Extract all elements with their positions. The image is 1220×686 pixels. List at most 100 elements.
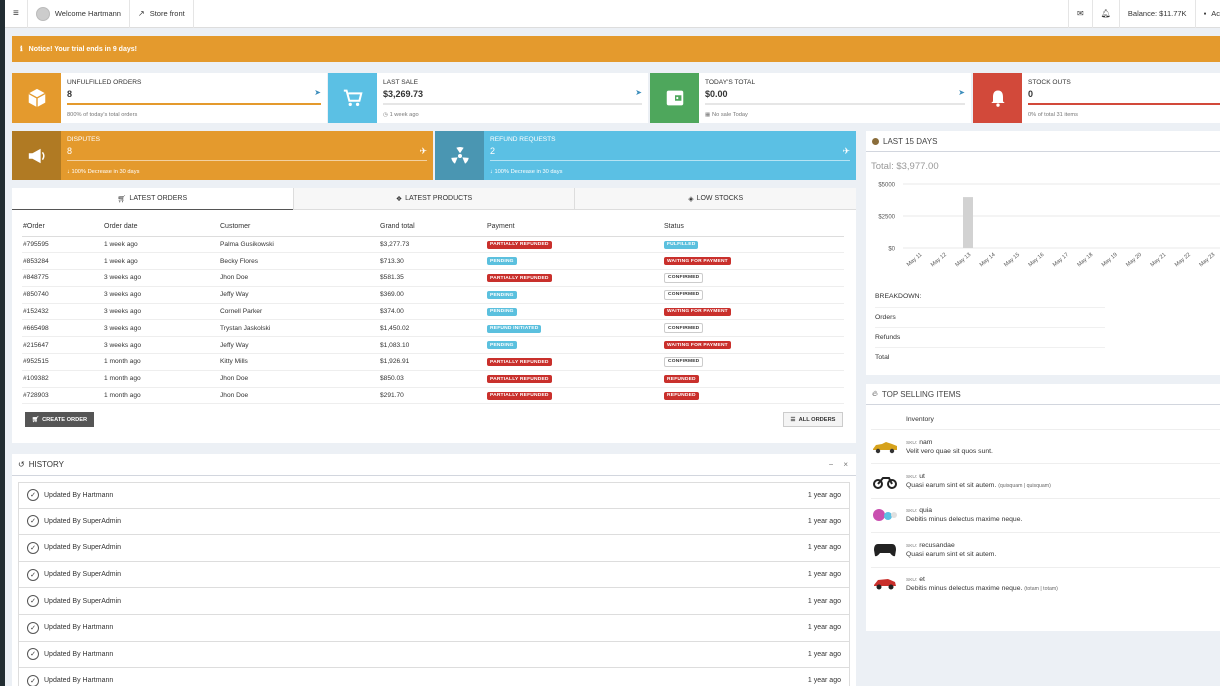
table-row[interactable]: #152432 3 weeks ago Cornell Parker $374.00 P… bbox=[22, 303, 844, 321]
collapse-icon[interactable]: − bbox=[828, 460, 834, 469]
notifications-button[interactable]: 🔔︎ bbox=[1091, 0, 1119, 28]
user-menu[interactable]: Welcome Hartmann bbox=[28, 0, 130, 28]
history-item: ✓ Updated By Hartmann 1 year ago bbox=[18, 482, 850, 509]
close-icon[interactable]: × bbox=[843, 460, 848, 469]
kpi-sub: 0% of total 31 items bbox=[1028, 112, 1078, 118]
trial-notice: ℹ Notice! Your trial ends in 9 days! bbox=[12, 36, 1220, 62]
payment-cell: PARTIALLY REFUNDED bbox=[486, 370, 663, 388]
tab-latest-products[interactable]: ❖ LATEST PRODUCTS bbox=[292, 188, 575, 209]
history-text: Updated By Hartmann bbox=[44, 491, 114, 499]
status-badge: CONFIRMED bbox=[664, 289, 704, 300]
list-icon: ☰ bbox=[790, 416, 796, 423]
bell-icon bbox=[990, 90, 1005, 107]
table-row[interactable]: #728903 1 month ago Jhon Doe $291.70 PARTIAL… bbox=[22, 387, 844, 405]
history-icon: ↺ bbox=[18, 460, 25, 469]
table-row[interactable]: #952515 1 month ago Kitty Mills $1,926.91 PA… bbox=[22, 353, 844, 371]
tab-latest-orders[interactable]: 🛒︎ LATEST ORDERS bbox=[12, 188, 293, 210]
order-date: 1 month ago bbox=[103, 370, 219, 388]
order-id[interactable]: #850740 bbox=[22, 286, 103, 304]
kpi-icon-box bbox=[973, 73, 1022, 123]
send-icon[interactable]: ➤ bbox=[958, 88, 965, 97]
messages-button[interactable]: ✉ bbox=[1068, 0, 1092, 28]
table-row[interactable]: #109382 1 month ago Jhon Doe $850.03 PARTIAL… bbox=[22, 370, 844, 388]
item-extra: (quisquam | quisquam) bbox=[998, 482, 1051, 489]
breakdown-title: BREAKDOWN: bbox=[875, 293, 922, 300]
customer-name: Trystan Jaskolski bbox=[219, 319, 379, 338]
refund-requests-box[interactable]: REFUND REQUESTS 2 ↓ 100% Decrease in 30 … bbox=[435, 131, 856, 180]
history-time: 1 year ago bbox=[807, 491, 841, 499]
send-icon[interactable]: ✈ bbox=[842, 146, 850, 156]
order-id[interactable]: #848775 bbox=[22, 269, 103, 287]
kpi-icon-box bbox=[328, 73, 377, 123]
order-date: 1 week ago bbox=[103, 252, 219, 271]
item-desc-text: Quasi earum sint et sit autem. bbox=[906, 481, 997, 489]
kpi-last-sale[interactable]: LAST SALE $3,269.73 ◷ 1 week ago ➤ bbox=[328, 73, 648, 123]
history-item: ✓ Updated By Hartmann 1 year ago bbox=[18, 614, 850, 642]
account-menu[interactable]: ▪ Ac bbox=[1194, 0, 1220, 28]
create-order-button[interactable]: 🛒︎ CREATE ORDER bbox=[25, 412, 94, 427]
sku-label: SKU: bbox=[906, 474, 918, 480]
grand-total: $1,926.91 bbox=[379, 353, 486, 371]
disputes-sub-text: 100% Decrease in 30 days bbox=[71, 169, 140, 175]
send-icon[interactable]: ➤ bbox=[314, 88, 321, 97]
order-id[interactable]: #728903 bbox=[22, 387, 103, 405]
cart-icon: 🛒︎ bbox=[117, 195, 127, 203]
balls-icon bbox=[871, 505, 899, 525]
list-item[interactable]: SKU: et Debitis minus delectus maxime nequ… bbox=[871, 566, 1220, 601]
tab-low-stocks[interactable]: ◈ LOW STOCKS bbox=[574, 188, 857, 209]
sku-label: SKU: bbox=[906, 440, 918, 446]
order-id[interactable]: #215647 bbox=[22, 336, 103, 355]
status-cell: WAITING FOR PAYMENT bbox=[663, 252, 844, 271]
create-order-label: CREATE ORDER bbox=[42, 416, 88, 423]
order-id[interactable]: #795595 bbox=[22, 236, 103, 254]
list-item[interactable]: SKU: recusandae Quasi earum sint et sit au… bbox=[871, 532, 1220, 566]
table-row[interactable]: #853284 1 week ago Becky Flores $713.30 PEND… bbox=[22, 252, 844, 271]
status-cell: REFUNDED bbox=[663, 370, 844, 388]
order-id[interactable]: #853284 bbox=[22, 252, 103, 271]
cube-icon: ◈ bbox=[688, 195, 694, 203]
kpi-sub: 800% of today's total orders bbox=[67, 112, 138, 118]
order-id[interactable]: #952515 bbox=[22, 353, 103, 371]
menu-toggle-button[interactable]: ≡ bbox=[5, 0, 28, 28]
tab-label: LATEST PRODUCTS bbox=[405, 195, 473, 202]
table-row[interactable]: #215647 3 weeks ago Jeffy Way $1,083.10 PEND… bbox=[22, 336, 844, 355]
payment-badge: PARTIALLY REFUNDED bbox=[487, 375, 552, 384]
disputes-box[interactable]: DISPUTES 8 ↓ 100% Decrease in 30 days ✈ bbox=[12, 131, 433, 180]
grand-total: $3,277.73 bbox=[379, 236, 486, 254]
car-yellow-icon bbox=[871, 437, 899, 457]
status-badge: CONFIRMED bbox=[664, 356, 704, 367]
bar[interactable] bbox=[963, 197, 973, 248]
top-selling-header: 🔥︎ TOP SELLING ITEMS bbox=[866, 384, 1220, 405]
order-id[interactable]: #109382 bbox=[22, 370, 103, 388]
table-row[interactable]: #665498 3 weeks ago Trystan Jaskolski $1,45… bbox=[22, 319, 844, 338]
kpi-sub-text: 1 week ago bbox=[389, 112, 419, 118]
send-icon[interactable]: ➤ bbox=[635, 88, 642, 97]
order-id[interactable]: #152432 bbox=[22, 303, 103, 321]
list-item[interactable]: SKU: nam Velit vero quae sit quos sunt. bbox=[871, 429, 1220, 463]
balance-display[interactable]: Balance: $11.77K bbox=[1118, 0, 1195, 28]
send-icon[interactable]: ✈ bbox=[419, 146, 427, 156]
refunds-sub-text: 100% Decrease in 30 days bbox=[494, 169, 563, 175]
table-row[interactable]: #850740 3 weeks ago Jeffy Way $369.00 PENDIN… bbox=[22, 286, 844, 304]
storefront-link[interactable]: ↗ Store front bbox=[130, 0, 194, 28]
status-badge: REFUNDED bbox=[664, 375, 699, 384]
all-orders-button[interactable]: ☰ ALL ORDERS bbox=[783, 412, 843, 427]
divider bbox=[875, 327, 1105, 328]
last-15-days-title: LAST 15 DAYS bbox=[883, 136, 938, 146]
kpi-progress-fill bbox=[1028, 103, 1220, 105]
kpi-stock-outs[interactable]: STOCK OUTS 0 0% of total 31 items bbox=[973, 73, 1220, 123]
breakdown-row-refunds: Refunds bbox=[875, 334, 901, 341]
top-navbar: ≡ Welcome Hartmann ↗ Store front ✉ 🔔︎ Ba… bbox=[5, 0, 1220, 28]
table-row[interactable]: #795595 1 week ago Palma Gusikowski $3,277.… bbox=[22, 236, 844, 254]
sku-label: SKU: bbox=[906, 509, 918, 515]
list-item[interactable]: SKU: ut Quasi earum sint et sit autem. (qu… bbox=[871, 463, 1220, 497]
avatar bbox=[35, 6, 50, 21]
kpi-unfulfilled-orders[interactable]: UNFULFILLED ORDERS 8 800% of today's tot… bbox=[12, 73, 327, 123]
refunds-label: REFUND REQUESTS bbox=[490, 136, 556, 143]
order-id[interactable]: #665498 bbox=[22, 319, 103, 338]
kpi-todays-total[interactable]: TODAY'S TOTAL $0.00 ▦ No sale Today ➤ bbox=[650, 73, 971, 123]
sku-label: SKU: bbox=[906, 578, 918, 584]
tab-label: LOW STOCKS bbox=[696, 195, 744, 202]
table-row[interactable]: #848775 3 weeks ago Jhon Doe $581.35 PARTIAL… bbox=[22, 269, 844, 287]
list-item[interactable]: SKU: quia Debitis minus delectus maxime ne… bbox=[871, 497, 1220, 532]
